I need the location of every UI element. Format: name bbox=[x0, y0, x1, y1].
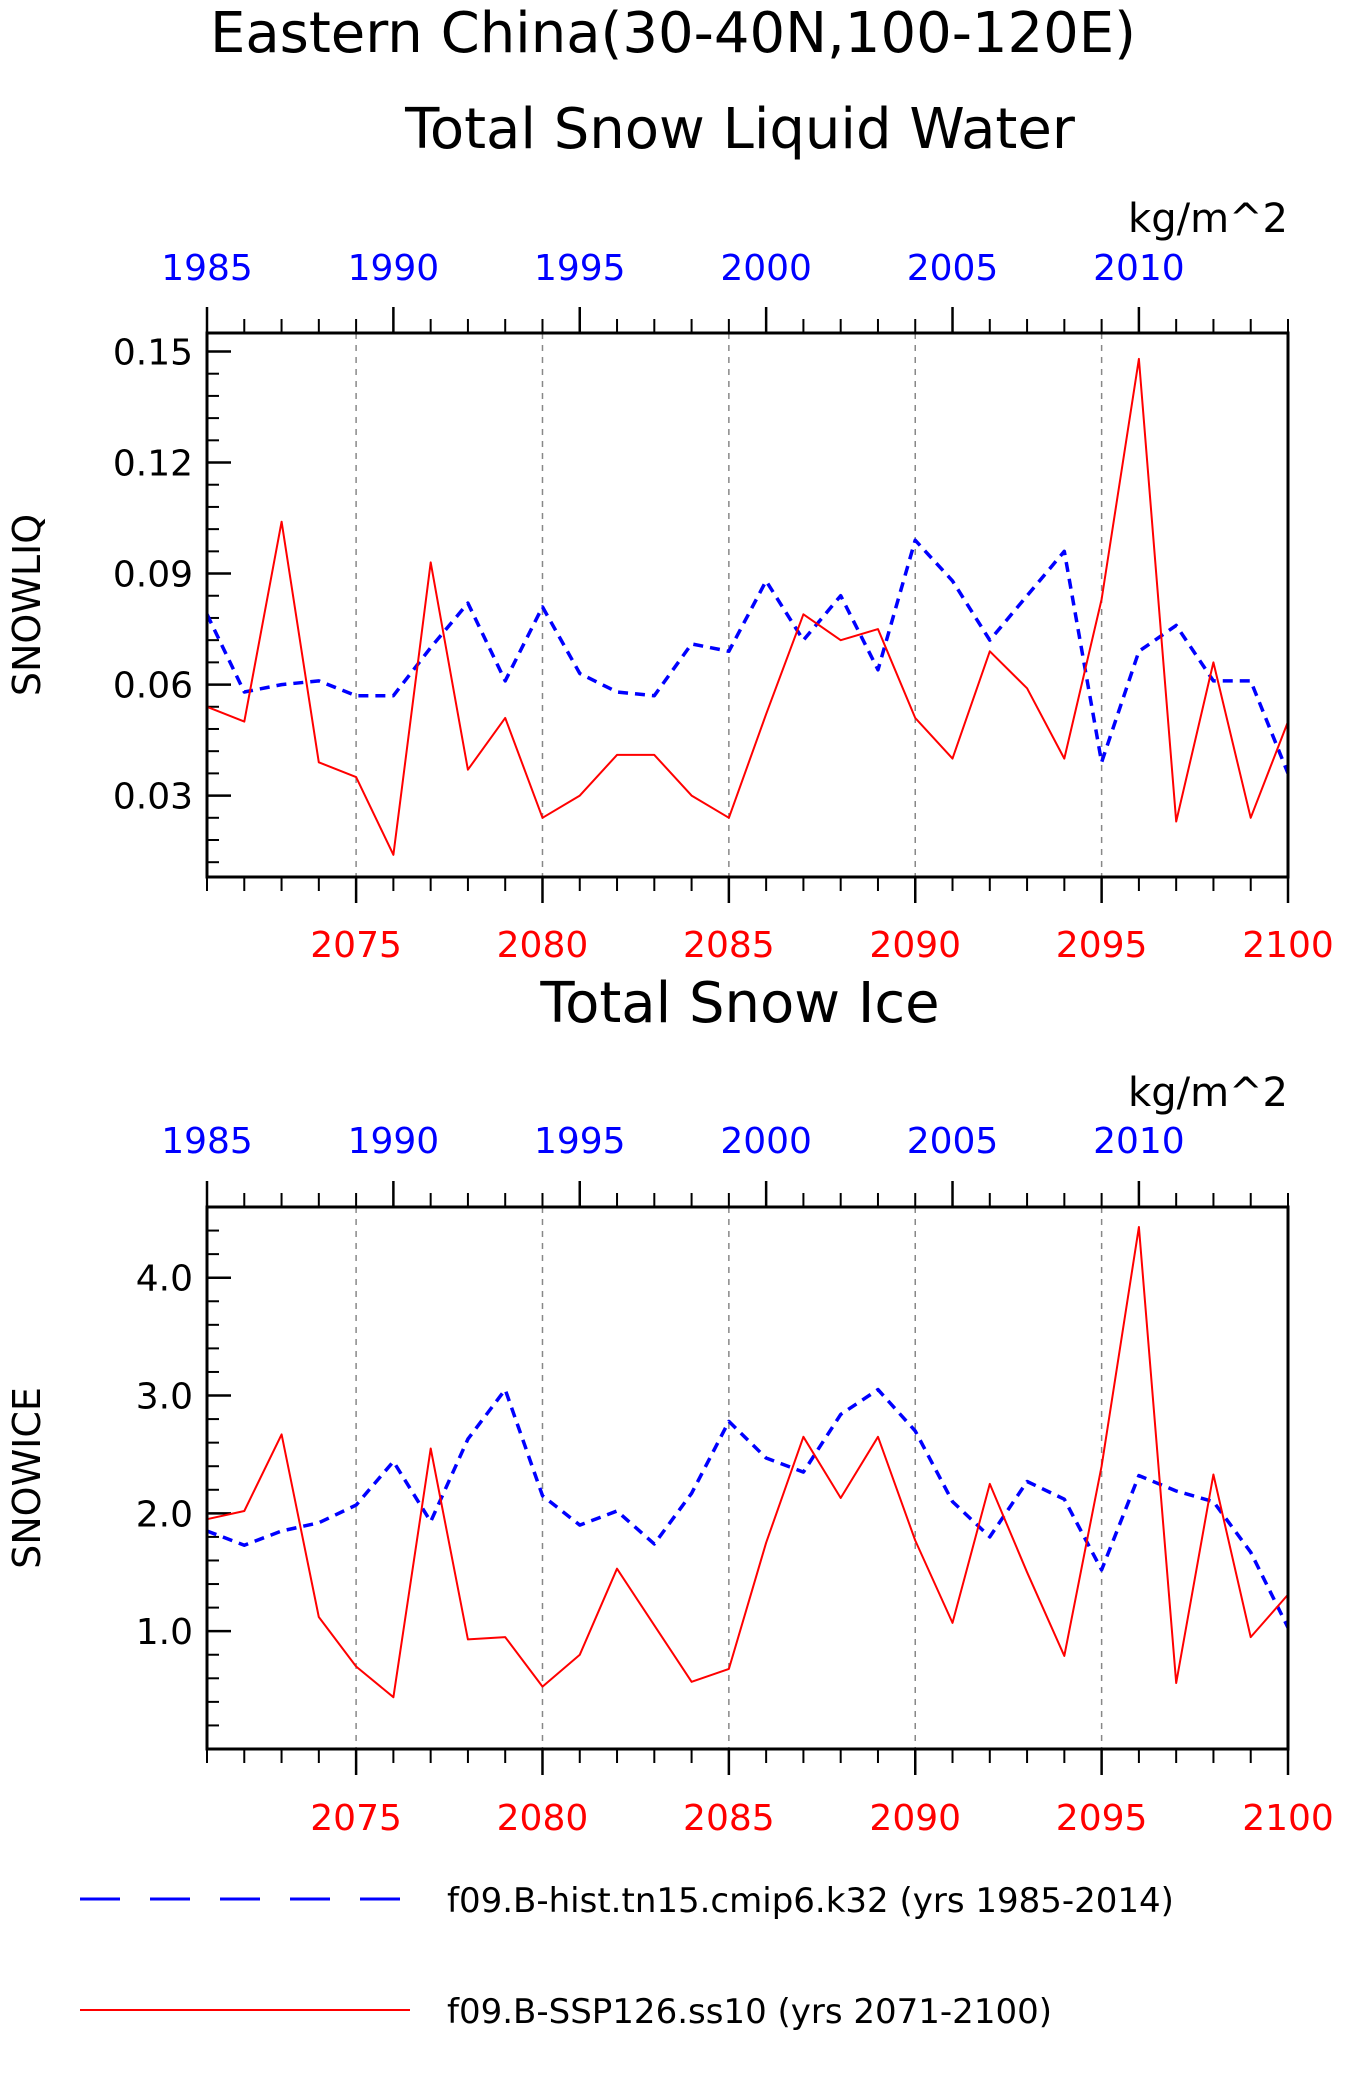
snowice-panel: Total Snow Ice kg/m^2 SNOWICE 1.0 2.0 3.0 4.0 2… bbox=[5, 971, 1334, 1839]
x-bottom-tick-label: 2100 bbox=[1242, 925, 1334, 966]
x-bottom-tick-label: 2085 bbox=[683, 925, 775, 966]
snowliq-panel: Total Snow Liquid Water kg/m^2 SNOWLIQ 0.03… bbox=[5, 97, 1334, 966]
legend-label: f09.B-SSP126.ss10 (yrs 2071-2100) bbox=[447, 1992, 1052, 2032]
y-tick-label: 1.0 bbox=[136, 1612, 193, 1653]
y-tick-label: 4.0 bbox=[136, 1259, 193, 1300]
legend: f09.B-hist.tn15.cmip6.k32 (yrs 1985-2014… bbox=[80, 1881, 1174, 2032]
x-bottom-tick-label: 2095 bbox=[1056, 925, 1148, 966]
y-tick-label: 0.03 bbox=[113, 777, 193, 818]
x-bottom-tick-label: 2100 bbox=[1242, 1798, 1334, 1839]
x-top-tick-label: 1995 bbox=[534, 248, 626, 289]
x-bottom-tick-label: 2090 bbox=[869, 1798, 961, 1839]
y-tick-label: 0.06 bbox=[113, 666, 193, 707]
x-bottom-tick-label: 2080 bbox=[497, 1798, 589, 1839]
ssp-series-line bbox=[206, 357, 1289, 856]
x-top-tick-label: 2000 bbox=[720, 1121, 812, 1162]
x-top-tick-label: 1995 bbox=[534, 1121, 626, 1162]
plot-frame bbox=[205, 331, 1290, 879]
hist-series-line bbox=[205, 538, 1290, 775]
x-bottom-tick-label: 2085 bbox=[683, 1798, 775, 1839]
legend-label: f09.B-hist.tn15.cmip6.k32 (yrs 1985-2014… bbox=[447, 1881, 1174, 1921]
y-tick-label: 3.0 bbox=[136, 1377, 193, 1418]
hist-series-line bbox=[206, 1387, 1290, 1629]
y-tick-label: 0.12 bbox=[113, 444, 193, 485]
x-top-tick-label: 2010 bbox=[1093, 248, 1185, 289]
x-top-tick-label: 2000 bbox=[720, 248, 812, 289]
x-bottom-tick-label: 2095 bbox=[1056, 1798, 1148, 1839]
panel-title: Total Snow Liquid Water bbox=[404, 97, 1076, 162]
y-tick-label: 0.09 bbox=[113, 555, 193, 596]
units-label: kg/m^2 bbox=[1128, 1070, 1288, 1116]
x-bottom-tick-label: 2075 bbox=[310, 925, 402, 966]
x-top-tick-label: 1990 bbox=[348, 1121, 440, 1162]
x-top-tick-label: 2010 bbox=[1093, 1121, 1185, 1162]
units-label: kg/m^2 bbox=[1128, 196, 1288, 242]
ssp-series-line bbox=[206, 1226, 1289, 1699]
x-top-tick-label: 2005 bbox=[907, 248, 999, 289]
x-bottom-tick-label: 2080 bbox=[497, 925, 589, 966]
plot-frame bbox=[205, 1205, 1290, 1751]
y-tick-label: 2.0 bbox=[136, 1494, 193, 1535]
x-top-tick-label: 1990 bbox=[348, 248, 440, 289]
y-tick-label: 0.15 bbox=[113, 333, 193, 374]
x-top-tick-label: 1985 bbox=[161, 248, 253, 289]
x-top-tick-label: 1985 bbox=[161, 1121, 253, 1162]
x-top-tick-label: 2005 bbox=[907, 1121, 999, 1162]
x-bottom-tick-label: 2075 bbox=[310, 1798, 402, 1839]
y-axis-label: SNOWICE bbox=[5, 1387, 49, 1569]
main-title: Eastern China(30-40N,100-120E) bbox=[210, 1, 1136, 66]
panel-title: Total Snow Ice bbox=[539, 971, 939, 1036]
x-bottom-tick-label: 2090 bbox=[869, 925, 961, 966]
y-axis-label: SNOWLIQ bbox=[5, 514, 49, 696]
